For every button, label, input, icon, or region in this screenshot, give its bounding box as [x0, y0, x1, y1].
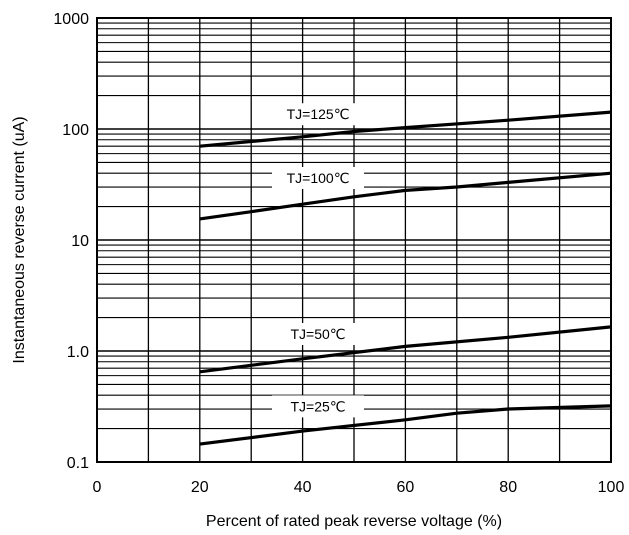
x-tick-label: 0	[93, 479, 102, 496]
series-label-background	[272, 395, 365, 418]
series-label: TJ=25℃	[291, 398, 346, 414]
plot-frame	[96, 17, 612, 463]
series-line	[199, 404, 612, 446]
series-label: TJ=125℃	[287, 106, 350, 122]
series-labels: TJ=125℃ TJ=100℃ TJ=50℃ TJ=25℃	[272, 103, 365, 418]
y-tick-label: 100	[62, 122, 89, 139]
y-tick-label: 1.0	[67, 344, 89, 361]
series-line	[199, 110, 612, 148]
y-tick-label: 1000	[53, 11, 89, 28]
x-tick-label: 80	[499, 479, 517, 496]
x-tick-labels: 0 20 40 60 80 100	[93, 479, 625, 496]
x-tick-label: 100	[598, 479, 625, 496]
series-label: TJ=50℃	[291, 326, 346, 342]
x-tick-label: 60	[397, 479, 415, 496]
x-tick-label: 20	[191, 479, 209, 496]
y-tick-label: 10	[71, 233, 89, 250]
y-tick-labels: 0.1 1.0 10 100 1000	[53, 11, 89, 472]
series-label-background	[272, 322, 365, 345]
series-line	[199, 325, 612, 374]
series-label-background	[272, 103, 365, 126]
series-line	[199, 171, 612, 221]
y-axis-label: Instantaneous reverse current (uA)	[11, 116, 28, 363]
x-axis-label: Percent of rated peak reverse voltage (%…	[206, 513, 502, 530]
series-label: TJ=100℃	[287, 170, 350, 186]
series-lines	[199, 110, 612, 446]
x-tick-label: 40	[294, 479, 312, 496]
y-tick-label: 0.1	[67, 455, 89, 472]
series-label-background	[272, 167, 365, 190]
